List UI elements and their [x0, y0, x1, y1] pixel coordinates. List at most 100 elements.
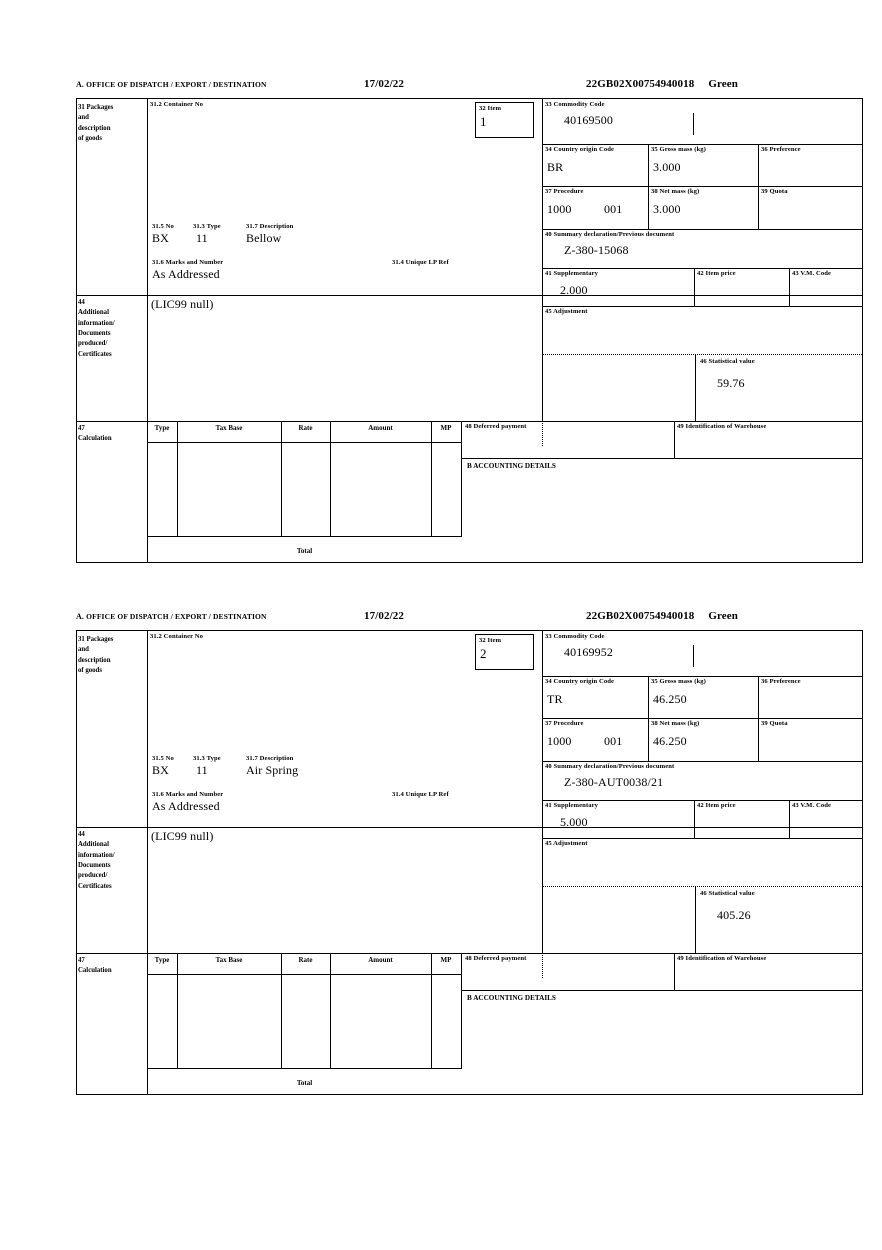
- frame-bottom-border: [76, 1093, 863, 1095]
- form-frame: 31 Packages and description of goods 31.2 C…: [76, 98, 863, 563]
- box37-procedure[interactable]: 37 Procedure 1000 001: [542, 718, 648, 761]
- accounting-details-box[interactable]: B ACCOUNTING DETAILS: [462, 458, 862, 561]
- box32-item[interactable]: 32 Item 1: [475, 102, 534, 138]
- procedure-sub-value: 001: [604, 734, 623, 748]
- box44-side-label: 44 Additional information/Documents produce…: [78, 299, 115, 358]
- calc-header-bottom-border: [147, 441, 462, 443]
- box44-additional-information[interactable]: (LIC99 null): [147, 827, 542, 952]
- box33-inner-divider: [693, 113, 694, 135]
- calc-table-right-border: [461, 420, 463, 537]
- box41-42-divider: [693, 800, 695, 838]
- box31-package-row: 31.5 No 31.3 Type 31.7 Description BX 11…: [152, 223, 537, 249]
- box31-container-no[interactable]: 31.2 Container No: [147, 99, 542, 294]
- declaration-date: 17/02/22: [364, 78, 404, 90]
- frame-right-border: [861, 99, 863, 563]
- gross-mass-value: 3.000: [653, 160, 681, 174]
- box34-bottom-border: [542, 185, 862, 187]
- box31-3-label: 31.3 Type: [193, 755, 221, 762]
- calc-total-bottom-border: [147, 1093, 462, 1095]
- box37-procedure[interactable]: 37 Procedure 1000 001: [542, 186, 648, 229]
- box40-label: 40 Summary declaration/Previous document: [545, 231, 675, 238]
- frame-left-border: [76, 99, 78, 563]
- box38-net-mass[interactable]: 38 Net mass (kg) 46.250: [648, 718, 758, 761]
- calc-header-bottom-border: [147, 973, 462, 975]
- box33-commodity-code[interactable]: 33 Commodity Code 40169500: [542, 99, 862, 144]
- box46-left-divider: [694, 886, 696, 953]
- box35-gross-mass[interactable]: 35 Gross mass (kg) 46.250: [648, 676, 758, 717]
- box31-7-label: 31.7 Description: [246, 223, 294, 230]
- box45-bottom-dotted-border: [542, 354, 862, 355]
- box45-adjustment[interactable]: 45 Adjustment: [542, 838, 862, 886]
- box45-adjustment[interactable]: 45 Adjustment: [542, 306, 862, 354]
- box33-commodity-code[interactable]: 33 Commodity Code 40169952: [542, 631, 862, 676]
- box31-side-label: 31 Packages and description of goods: [78, 636, 114, 674]
- box39-quota[interactable]: 39 Quota: [758, 186, 862, 229]
- box43-vm-code[interactable]: 43 V.M. Code: [789, 800, 862, 838]
- box46-statistical-value[interactable]: 46 Statistical value 405.26: [695, 886, 862, 952]
- box31-side-bottom-border: [76, 294, 147, 296]
- box42-item-price[interactable]: 42 Item price: [694, 268, 789, 306]
- calc-header-mp: MP: [440, 424, 452, 432]
- box39-quota[interactable]: 39 Quota: [758, 718, 862, 761]
- box36-preference[interactable]: 36 Preference: [758, 676, 862, 717]
- box41-label: 41 Supplementary: [545, 802, 599, 809]
- calc-col-divider-1: [177, 420, 179, 536]
- box45-dotted-divider: [542, 886, 543, 978]
- box31-5-label: 31.5 No: [152, 755, 174, 762]
- movement-reference-number: 22GB02X00754940018 Green: [586, 78, 739, 90]
- box32-item[interactable]: 32 Item 2: [475, 634, 534, 670]
- box43-vm-code[interactable]: 43 V.M. Code: [789, 268, 862, 306]
- box41-supplementary[interactable]: 41 Supplementary 5.000: [542, 800, 694, 838]
- form-header: A. OFFICE OF DISPATCH / EXPORT / DESTINA…: [76, 78, 863, 98]
- supplementary-value: 5.000: [560, 815, 588, 829]
- box48-deferred-payment[interactable]: 48 Deferred payment: [462, 953, 674, 990]
- box39-label: 39 Quota: [761, 188, 788, 195]
- calc-header-type: Type: [154, 424, 170, 432]
- box49-label: 49 Identification of Warehouse: [677, 423, 767, 430]
- box41-bottom-border: [542, 837, 862, 839]
- box41-supplementary[interactable]: 41 Supplementary 2.000: [542, 268, 694, 306]
- box46-bottom-border: [542, 952, 862, 954]
- calc-col-divider-2: [281, 952, 283, 1068]
- calc-header-type: Type: [154, 956, 170, 964]
- box31-4-label: 31.4 Unique LP Ref: [392, 791, 449, 798]
- movement-reference-number: 22GB02X00754940018 Green: [586, 610, 739, 622]
- box33-label: 33 Commodity Code: [545, 101, 605, 108]
- procedure-code-value: 1000: [547, 734, 572, 748]
- frame-right-border: [861, 631, 863, 1095]
- form-header: A. OFFICE OF DISPATCH / EXPORT / DESTINA…: [76, 610, 863, 630]
- box40-summary-declaration[interactable]: 40 Summary declaration/Previous document…: [542, 229, 862, 268]
- box34-country-origin[interactable]: 34 Country origin Code TR: [542, 676, 648, 717]
- accounting-details-box[interactable]: B ACCOUNTING DETAILS: [462, 990, 862, 1093]
- box48-deferred-payment[interactable]: 48 Deferred payment: [462, 421, 674, 458]
- box49-warehouse-identification[interactable]: 49 Identification of Warehouse: [674, 421, 862, 458]
- route-status: Green: [708, 78, 739, 90]
- box38-net-mass[interactable]: 38 Net mass (kg) 3.000: [648, 186, 758, 229]
- box49-warehouse-identification[interactable]: 49 Identification of Warehouse: [674, 953, 862, 990]
- calc-header-rate: Rate: [298, 956, 313, 964]
- box31-2-label: 31.2 Container No: [150, 633, 204, 640]
- box31-marks-row: 31.6 Marks and Number 31.4 Unique LP Ref…: [152, 259, 537, 289]
- box36-label: 36 Preference: [761, 678, 801, 685]
- box40-summary-declaration[interactable]: 40 Summary declaration/Previous document…: [542, 761, 862, 800]
- box49-label: 49 Identification of Warehouse: [677, 955, 767, 962]
- box46-statistical-value[interactable]: 46 Statistical value 59.76: [695, 354, 862, 420]
- box33-label: 33 Commodity Code: [545, 633, 605, 640]
- box31-4-label: 31.4 Unique LP Ref: [392, 259, 449, 266]
- box34-country-origin[interactable]: 34 Country origin Code BR: [542, 144, 648, 185]
- box36-label: 36 Preference: [761, 146, 801, 153]
- box43-label: 43 V.M. Code: [792, 802, 832, 809]
- box42-item-price[interactable]: 42 Item price: [694, 800, 789, 838]
- box35-gross-mass[interactable]: 35 Gross mass (kg) 3.000: [648, 144, 758, 185]
- box31-bottom-border: [147, 826, 862, 828]
- package-type-value: 11: [196, 231, 208, 245]
- box41-bottom-border: [542, 305, 862, 307]
- box34-label: 34 Country origin Code: [545, 146, 615, 153]
- package-type-value: 11: [196, 763, 208, 777]
- side-label-divider: [147, 631, 149, 1094]
- box44-additional-information[interactable]: (LIC99 null): [147, 295, 542, 420]
- calc-table-left-border: [147, 420, 149, 562]
- box36-preference[interactable]: 36 Preference: [758, 144, 862, 185]
- box31-container-no[interactable]: 31.2 Container No: [147, 631, 542, 826]
